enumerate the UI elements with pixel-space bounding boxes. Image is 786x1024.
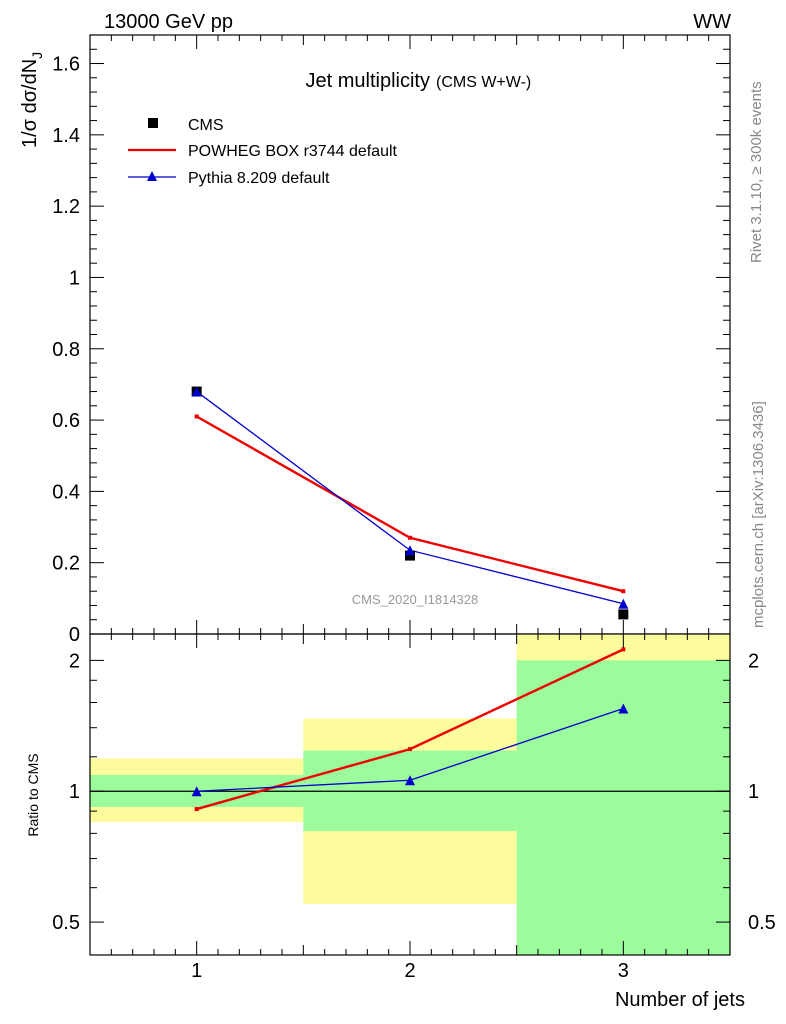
legend-pythia-marker bbox=[147, 171, 157, 181]
main-x-ticks bbox=[196, 35, 624, 634]
ratio-y-tick-label: 1 bbox=[69, 781, 80, 803]
process-label: WW bbox=[693, 11, 731, 33]
ratio-y-tick-label: 2 bbox=[69, 650, 80, 672]
ratio-powheg-point bbox=[408, 747, 412, 752]
main-y-tick-label: 1.4 bbox=[52, 125, 80, 147]
legend-cms-marker bbox=[148, 118, 158, 128]
main-panel: 0 0.2 0.4 0.6 0.8 1 1.2 1.4 1.6 Jet multiplicity… bbox=[19, 34, 731, 646]
main-y-tick-label: 1.2 bbox=[52, 196, 80, 218]
main-y-axis-label-text: 1/σ dσ/dN bbox=[19, 59, 41, 148]
main-y-tick-label: 0.6 bbox=[52, 410, 80, 432]
main-y-tick-label: 0 bbox=[69, 624, 80, 646]
ratio-x-axis: 1 2 3 bbox=[110, 35, 710, 982]
pythia-line bbox=[196, 391, 624, 605]
mcplots-side-label: mcplots.cern.ch [arXiv:1306.3436] bbox=[750, 401, 767, 628]
ratio-panel: 0.5 0.5 1 1 2 2 1 2 3 Ratio to CMS Number of je… bbox=[25, 35, 776, 1011]
main-y-tick-label: 0.2 bbox=[52, 553, 80, 575]
energy-label: 13000 GeV pp bbox=[104, 11, 233, 33]
ratio-powheg-point bbox=[621, 647, 626, 652]
cms-data-point bbox=[618, 609, 629, 620]
ratio-y-tick-label-right: 0.5 bbox=[748, 912, 776, 934]
main-y-axis: 0 0.2 0.4 0.6 0.8 1 1.2 1.4 1.6 bbox=[52, 48, 730, 646]
main-y-tick-label: 0.8 bbox=[52, 339, 80, 361]
ratio-plot-marks bbox=[90, 647, 730, 812]
ratio-y-axis-label: Ratio to CMS bbox=[25, 753, 41, 836]
ratio-y-axis: 0.5 0.5 1 1 2 2 bbox=[52, 650, 776, 934]
legend-powheg-label: POWHEG BOX r3744 default bbox=[188, 143, 398, 160]
main-frame bbox=[89, 34, 731, 635]
ratio-y-tick-label-right: 1 bbox=[748, 781, 759, 803]
main-y-tick-label: 1.6 bbox=[52, 54, 80, 76]
main-y-axis-label-sub: J bbox=[29, 52, 45, 59]
x-axis-label: Number of jets bbox=[615, 989, 745, 1011]
pythia-point bbox=[618, 598, 629, 609]
chart-title: Jet multiplicity bbox=[306, 70, 430, 92]
powheg-line bbox=[196, 415, 624, 593]
powheg-point bbox=[621, 589, 626, 594]
ratio-pythia-point bbox=[618, 703, 629, 714]
pythia-point bbox=[405, 545, 415, 556]
main-y-tick-label: 0.4 bbox=[52, 481, 80, 503]
ratio-pythia-point bbox=[191, 786, 202, 797]
rivet-side-label: Rivet 3.1.10, ≥ 300k events bbox=[748, 81, 765, 263]
ratio-powheg-point bbox=[194, 807, 199, 812]
legend-pythia-label: Pythia 8.209 default bbox=[188, 170, 330, 187]
analysis-watermark: CMS_2020_I1814328 bbox=[352, 592, 479, 607]
powheg-point bbox=[408, 535, 412, 540]
x-tick-label: 2 bbox=[404, 960, 415, 982]
cms-data-point bbox=[405, 550, 415, 561]
ratio-uncertainty-bands bbox=[90, 634, 730, 955]
legend-cms-label: CMS bbox=[188, 117, 224, 134]
x-tick-label: 3 bbox=[618, 960, 629, 982]
chart-subtitle: (CMS W+W-) bbox=[436, 74, 531, 91]
ratio-y-tick-label: 0.5 bbox=[52, 912, 80, 934]
ratio-y-tick-label-right: 2 bbox=[748, 650, 759, 672]
ratio-pythia-point bbox=[405, 775, 415, 786]
legend: CMS POWHEG BOX r3744 default Pythia 8.20… bbox=[128, 117, 398, 187]
pythia-point bbox=[191, 386, 202, 397]
main-y-axis-label: 1/σ dσ/dNJ bbox=[19, 52, 45, 148]
x-tick-label: 1 bbox=[191, 960, 202, 982]
powheg-point bbox=[194, 414, 199, 419]
main-y-tick-label: 1 bbox=[69, 267, 80, 289]
main-plot-marks bbox=[191, 386, 629, 620]
